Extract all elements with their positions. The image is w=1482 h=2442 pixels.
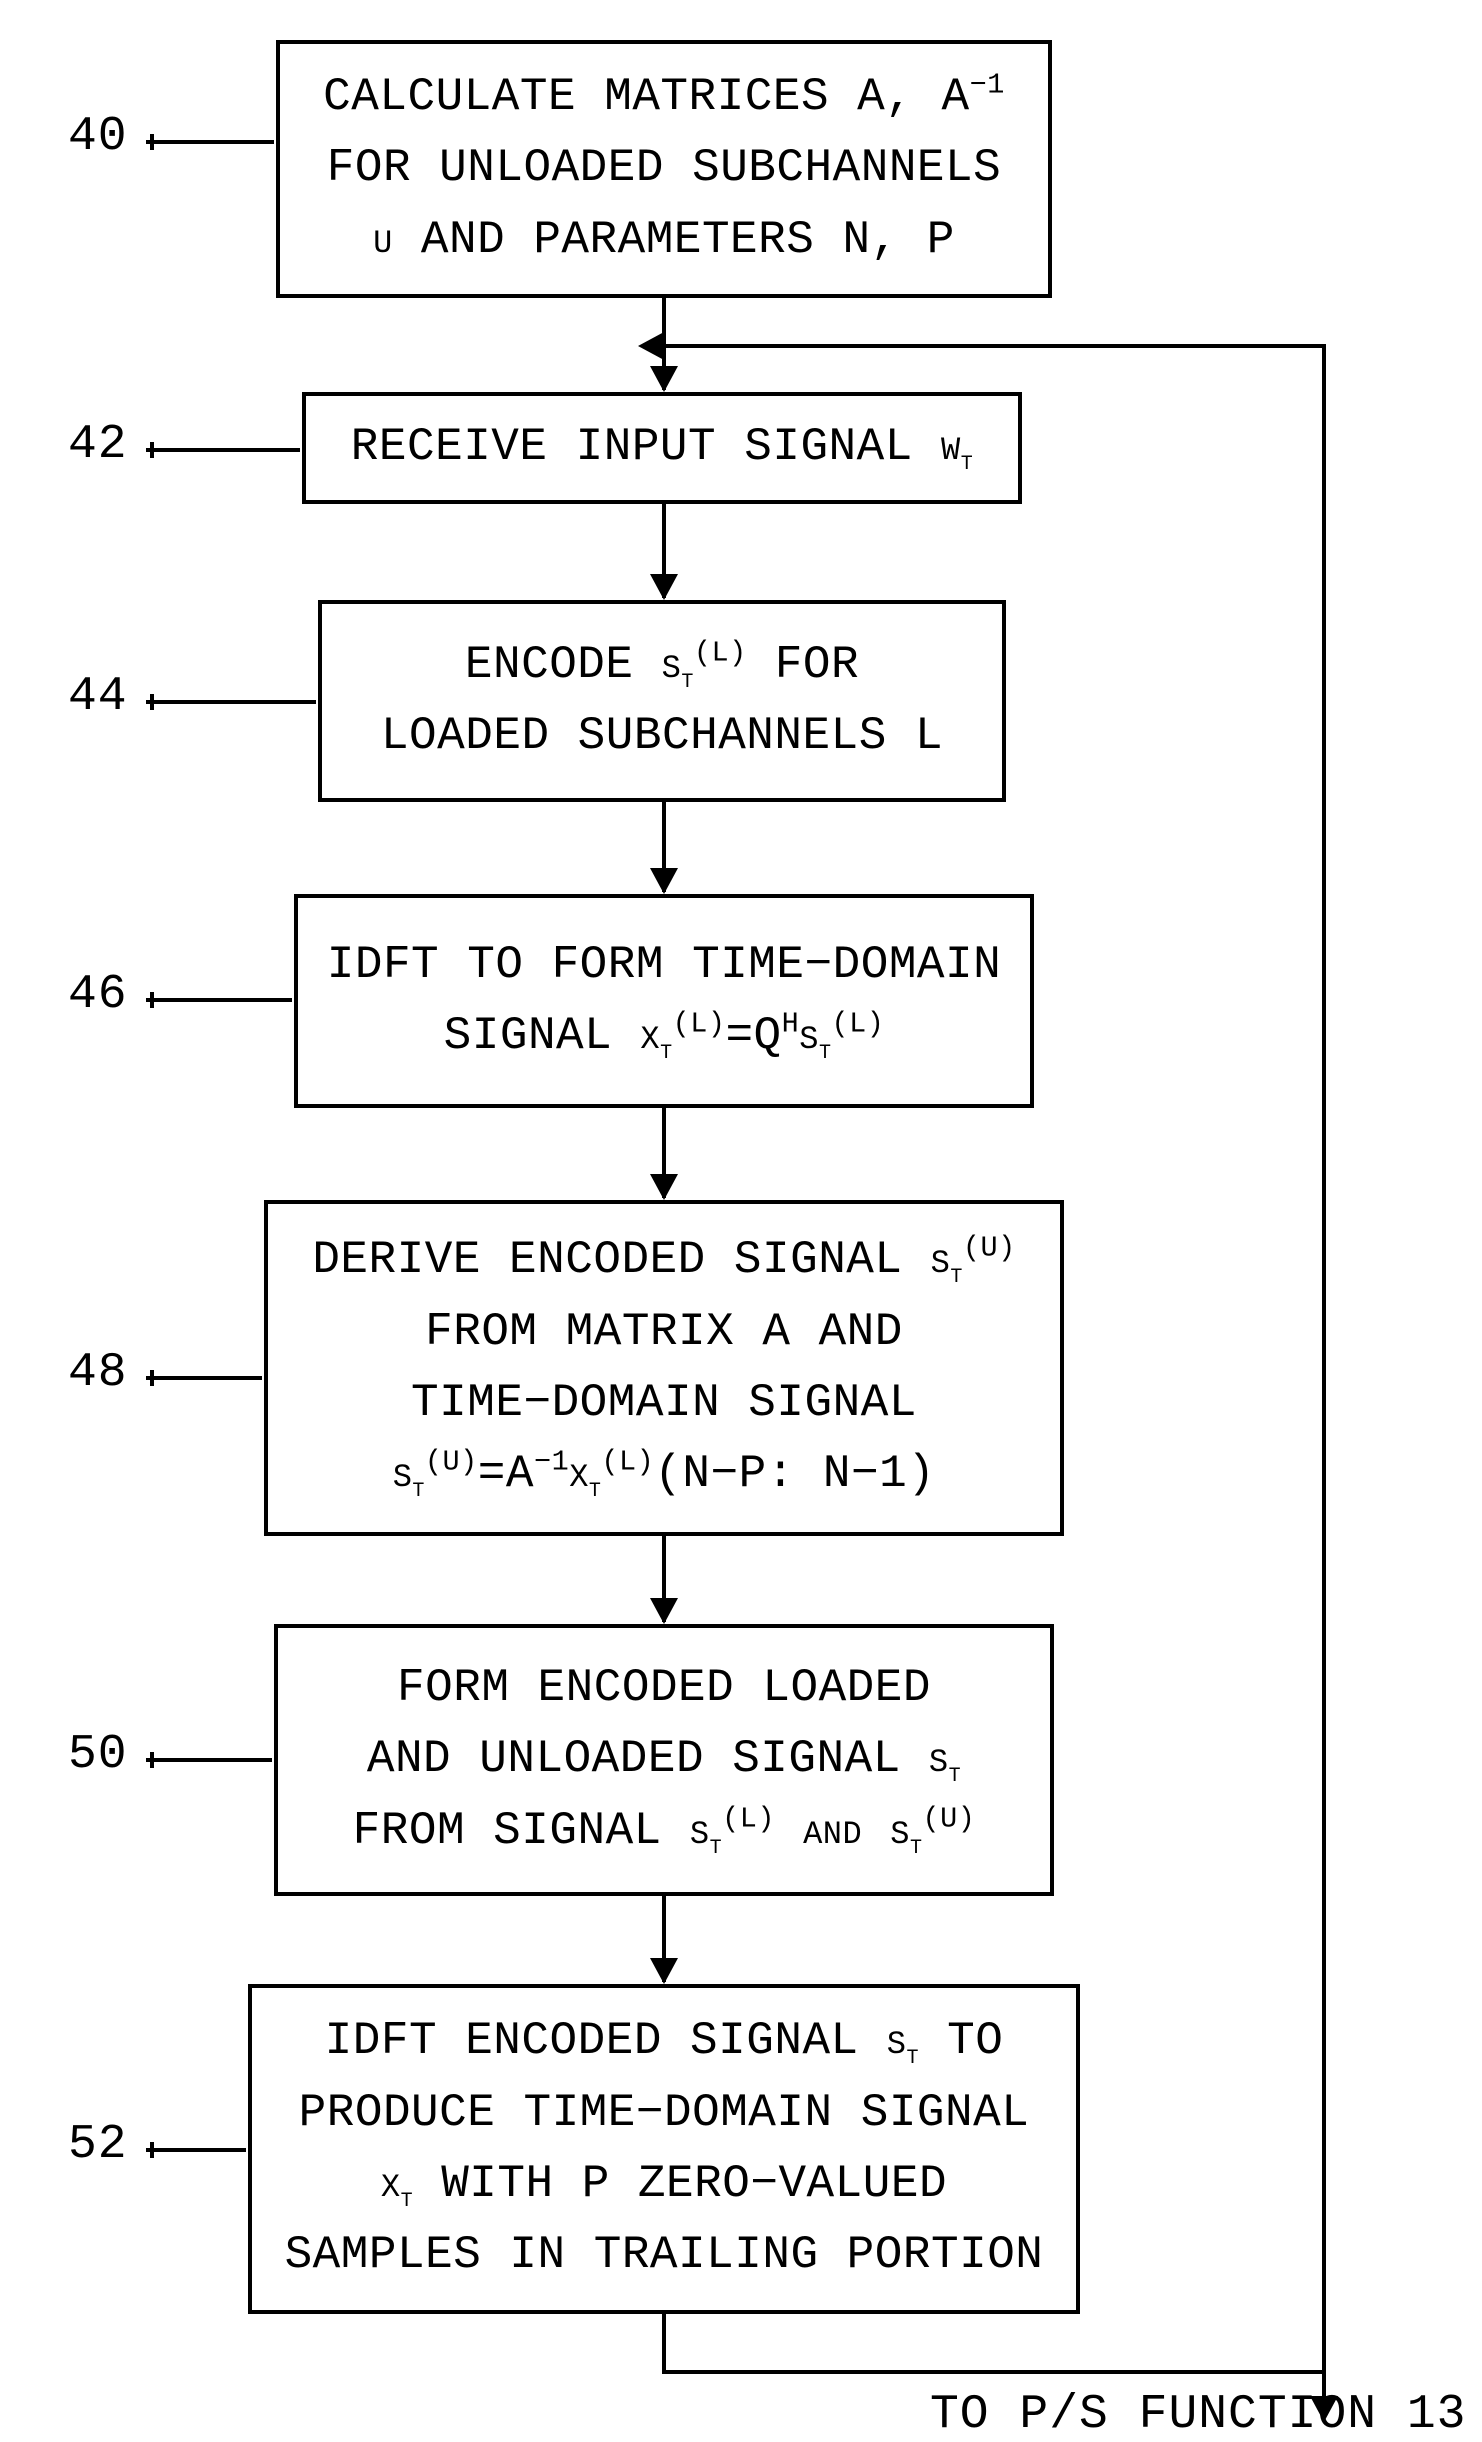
leader-50 — [146, 1758, 272, 1762]
step-40-line1: CALCULATE MATRICES A, A — [323, 71, 969, 123]
t: x — [569, 1448, 589, 1500]
leader-48 — [146, 1376, 262, 1380]
sub: t — [660, 1034, 673, 1067]
leader-42 — [146, 448, 300, 452]
t: IDFT ENCODED SIGNAL s — [325, 2015, 907, 2067]
sub: t — [819, 1034, 832, 1067]
arrow-46-to-48 — [662, 1108, 666, 1198]
t: and s — [775, 1805, 910, 1857]
step-42-line1: RECEIVE INPUT SIGNAL w — [351, 421, 961, 473]
leader-48-tick — [150, 1370, 154, 1386]
sup: (U) — [923, 1802, 976, 1835]
t: x — [381, 2158, 401, 2210]
leader-46-tick — [150, 992, 154, 1008]
sub: t — [710, 1829, 723, 1862]
step-52-line4: SAMPLES IN TRAILING PORTION — [285, 2229, 1044, 2281]
step-44-box: ENCODE st(L) FOR LOADED SUBCHANNELS L — [318, 600, 1006, 802]
t: FROM SIGNAL s — [353, 1805, 710, 1857]
sup: (U) — [425, 1446, 478, 1479]
step-52-line2: PRODUCE TIME−DOMAIN SIGNAL — [299, 2087, 1030, 2139]
leader-42-tick — [150, 442, 154, 458]
loop-down-from-52 — [662, 2314, 666, 2372]
sup: (L) — [722, 1802, 775, 1835]
sup: (L) — [832, 1008, 885, 1041]
arrow-50-to-52 — [662, 1896, 666, 1982]
t: SIGNAL x — [444, 1010, 660, 1062]
sup: −1 — [534, 1446, 569, 1479]
leader-46 — [146, 998, 292, 1002]
arrow-48-to-50 — [662, 1536, 666, 1622]
sub: t — [949, 1758, 962, 1791]
sup: (L) — [601, 1446, 654, 1479]
arrow-44-to-46 — [662, 802, 666, 892]
t: AND UNLOADED SIGNAL s — [367, 1733, 949, 1785]
step-50-box: FORM ENCODED LOADED AND UNLOADED SIGNAL … — [274, 1624, 1054, 1896]
output-label: TO P/S FUNCTION 13 — [930, 2388, 1466, 2442]
t: (N−P: N−1) — [654, 1448, 935, 1500]
sub: t — [906, 2040, 919, 2073]
step-40-line2: FOR UNLOADED SUBCHANNELS — [327, 142, 1002, 194]
t: ENCODE s — [465, 639, 681, 691]
sub: t — [681, 663, 694, 696]
loop-horizontal-bottom — [662, 2370, 1326, 2374]
leader-40-tick — [150, 134, 154, 150]
t: TO — [919, 2015, 1003, 2067]
step-48-line2: FROM MATRIX A AND — [425, 1306, 903, 1358]
t: s — [799, 1010, 819, 1062]
ref-label-40: 40 — [68, 110, 128, 164]
sub: t — [910, 1829, 923, 1862]
sup: (L) — [673, 1008, 726, 1041]
leader-44 — [146, 700, 316, 704]
t: s — [393, 1448, 413, 1500]
ref-label-48: 48 — [68, 1346, 128, 1400]
sub: t — [401, 2182, 414, 2215]
step-50-line1: FORM ENCODED LOADED — [397, 1662, 931, 1714]
sup: (L) — [694, 636, 747, 669]
step-46-box: IDFT TO FORM TIME−DOMAIN SIGNAL xt(L)=QH… — [294, 894, 1034, 1108]
sup: (U) — [963, 1232, 1016, 1265]
step-46-line1: IDFT TO FORM TIME−DOMAIN — [327, 939, 1002, 991]
leader-44-tick — [150, 694, 154, 710]
step-44-line2: LOADED SUBCHANNELS L — [381, 710, 943, 762]
t: DERIVE ENCODED SIGNAL s — [312, 1234, 950, 1286]
leader-52 — [146, 2148, 246, 2152]
step-42-box: RECEIVE INPUT SIGNAL wt — [302, 392, 1022, 504]
arrow-42-to-44 — [662, 504, 666, 598]
step-40-line3: u AND PARAMETERS N, P — [373, 214, 955, 266]
leader-52-tick — [150, 2142, 154, 2158]
step-48-line3: TIME−DOMAIN SIGNAL — [411, 1377, 917, 1429]
sup: H — [782, 1008, 800, 1041]
ref-label-52: 52 — [68, 2118, 128, 2172]
step-52-box: IDFT ENCODED SIGNAL st TO PRODUCE TIME−D… — [248, 1984, 1080, 2314]
t: FOR — [747, 639, 859, 691]
t: WITH P ZERO−VALUED — [413, 2158, 947, 2210]
loop-horizontal-top — [662, 344, 1326, 348]
leader-40 — [146, 140, 274, 144]
step-48-box: DERIVE ENCODED SIGNAL st(U) FROM MATRIX … — [264, 1200, 1064, 1536]
t: =Q — [725, 1010, 781, 1062]
flowchart-canvas: CALCULATE MATRICES A, A−1 FOR UNLOADED S… — [0, 0, 1482, 2429]
t: =A — [478, 1448, 534, 1500]
ref-label-46: 46 — [68, 968, 128, 1022]
sub: t — [412, 1472, 425, 1505]
ref-label-44: 44 — [68, 670, 128, 724]
sup: −1 — [970, 69, 1005, 102]
step-40-box: CALCULATE MATRICES A, A−1 FOR UNLOADED S… — [276, 40, 1052, 298]
sub: t — [589, 1472, 602, 1505]
ref-label-42: 42 — [68, 418, 128, 472]
sub: t — [961, 446, 974, 479]
ref-label-50: 50 — [68, 1728, 128, 1782]
loop-arrowhead-left — [638, 332, 664, 360]
leader-50-tick — [150, 1752, 154, 1768]
sub: t — [950, 1259, 963, 1292]
loop-vertical-right — [1322, 344, 1326, 2374]
